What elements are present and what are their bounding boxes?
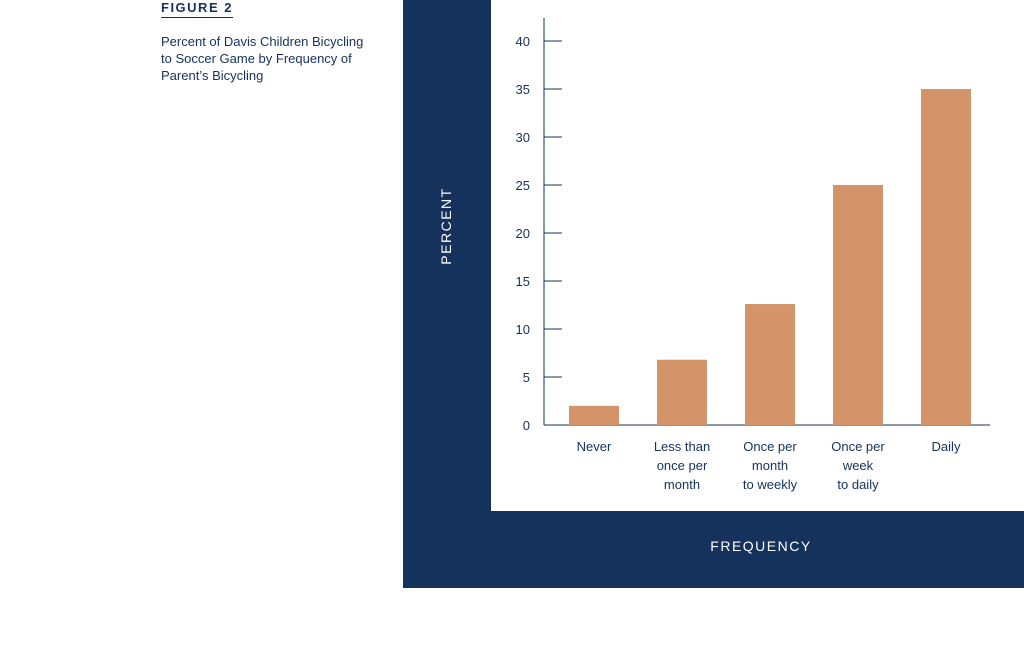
x-category-label-line: Less than xyxy=(654,439,710,454)
y-ticks: 0 5 10 15 20 25 30 35 40 xyxy=(516,34,562,433)
x-category-label-line: week xyxy=(842,458,874,473)
x-category-label-line: once per xyxy=(657,458,708,473)
x-category-label-line: to daily xyxy=(837,477,879,492)
y-tick-label: 25 xyxy=(516,178,530,193)
x-category-label-line: Once per xyxy=(831,439,885,454)
caption-line-1: Percent of Davis Children Bicycling xyxy=(161,34,364,49)
x-category-label-line: Never xyxy=(577,439,612,454)
y-tick-label: 15 xyxy=(516,274,530,289)
caption-line-3: Parent’s Bicycling xyxy=(161,68,264,83)
x-category-label-line: month xyxy=(752,458,788,473)
x-category-label: Less than once per month xyxy=(654,439,710,492)
y-tick-label: 30 xyxy=(516,130,530,145)
x-category-label: Once per month to weekly xyxy=(743,439,798,492)
bar xyxy=(657,359,707,425)
y-tick-label: 0 xyxy=(523,418,530,433)
caption-line-2: to Soccer Game by Frequency of xyxy=(161,51,352,66)
x-category-label: Once per week to daily xyxy=(831,439,885,492)
x-category-label-line: Daily xyxy=(932,439,961,454)
figure-label: FIGURE 2 xyxy=(161,0,233,18)
y-tick-label: 40 xyxy=(516,34,530,49)
y-tick-label: 20 xyxy=(516,226,530,241)
bar xyxy=(745,304,795,425)
bars xyxy=(569,89,971,425)
y-tick-label: 5 xyxy=(523,370,530,385)
category-labels: Never Less than once per month Once per month… xyxy=(577,439,961,492)
x-axis-title: FREQUENCY xyxy=(710,538,811,554)
x-category-label: Daily xyxy=(932,439,961,454)
y-tick-label: 10 xyxy=(516,322,530,337)
x-category-label-line: to weekly xyxy=(743,477,798,492)
bar xyxy=(833,185,883,425)
x-category-label-line: month xyxy=(664,477,700,492)
figure-caption: Percent of Davis Children Bicycling to S… xyxy=(161,33,371,84)
x-category-label: Never xyxy=(577,439,612,454)
x-category-label-line: Once per xyxy=(743,439,797,454)
y-tick-label: 35 xyxy=(516,82,530,97)
bar xyxy=(569,405,619,425)
bar xyxy=(921,89,971,425)
y-axis-title: PERCENT xyxy=(438,187,454,264)
